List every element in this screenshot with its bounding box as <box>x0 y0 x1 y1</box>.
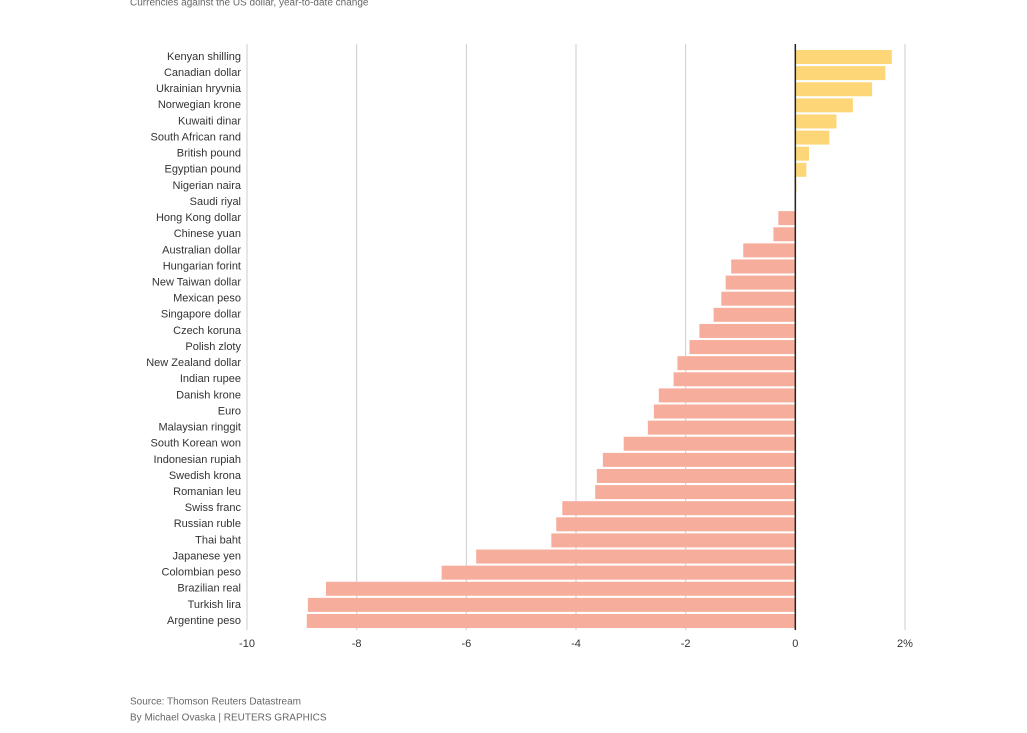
y-tick-label: Colombian peso <box>162 567 242 579</box>
bar <box>795 50 892 64</box>
bar <box>658 388 796 403</box>
bar <box>556 517 796 532</box>
y-tick-label: Brazilian real <box>177 583 241 595</box>
y-tick-label: Egyptian pound <box>165 164 241 176</box>
y-tick-label: Canadian dollar <box>164 67 241 79</box>
bar <box>778 211 796 226</box>
bar <box>307 597 796 612</box>
x-tick-label: -4 <box>571 638 581 650</box>
y-tick-label: New Zealand dollar <box>146 357 241 369</box>
x-tick-label: 0 <box>792 638 798 650</box>
x-tick-label: 2% <box>897 638 913 650</box>
y-tick-label: Nigerian naira <box>173 180 242 192</box>
bar <box>306 614 796 628</box>
bar <box>795 66 886 81</box>
bar <box>476 549 796 564</box>
bar <box>325 581 796 596</box>
y-tick-label: Danish krone <box>176 389 241 401</box>
y-tick-label: Indonesian rupiah <box>154 454 241 466</box>
y-tick-label: Singapore dollar <box>161 309 241 321</box>
y-tick-label: Argentine peso <box>167 615 241 627</box>
bar <box>713 307 796 322</box>
chart-subtitle: Currencies against the US dollar, year-t… <box>130 0 369 9</box>
bar <box>773 227 796 242</box>
y-tick-label: Ukrainian hryvnia <box>156 83 242 95</box>
x-tick-label: -10 <box>239 638 255 650</box>
y-tick-label: Thai baht <box>195 534 241 546</box>
bar <box>743 243 796 258</box>
y-tick-label: Japanese yen <box>173 550 242 562</box>
y-tick-label: Swedish krona <box>169 470 242 482</box>
bar <box>731 259 796 274</box>
bar <box>699 323 796 338</box>
y-tick-label: Hungarian forint <box>163 260 241 272</box>
y-tick-label: Kuwaiti dinar <box>178 115 241 127</box>
y-tick-label: British pound <box>177 148 241 160</box>
bar <box>677 356 796 371</box>
bar <box>551 533 796 548</box>
bar <box>689 340 796 355</box>
bar <box>795 82 873 97</box>
source: Source: Thomson Reuters Datastream <box>130 697 301 708</box>
y-tick-label: Saudi riyal <box>190 196 241 208</box>
bar <box>647 420 796 435</box>
bar <box>795 114 837 129</box>
x-tick-label: -8 <box>352 638 362 650</box>
y-tick-label: Polish zloty <box>185 341 241 353</box>
bar <box>725 275 796 290</box>
bar <box>795 98 853 113</box>
y-tick-label: Chinese yuan <box>174 228 241 240</box>
y-tick-label: Kenyan shilling <box>167 51 241 63</box>
bar <box>795 146 810 161</box>
bar <box>595 485 796 500</box>
x-tick-label: -6 <box>461 638 471 650</box>
y-tick-label: Australian dollar <box>162 244 241 256</box>
y-tick-label: South African rand <box>150 131 241 143</box>
y-tick-label: Indian rupee <box>180 373 241 385</box>
y-tick-label: Mexican peso <box>173 293 241 305</box>
x-tick-label: -2 <box>681 638 691 650</box>
bar <box>653 404 796 419</box>
bar <box>441 565 796 580</box>
bar <box>596 468 796 483</box>
byline: By Michael Ovaska | REUTERS GRAPHICS <box>130 713 327 724</box>
y-tick-label: New Taiwan dollar <box>152 277 241 289</box>
y-tick-label: Euro <box>218 405 241 417</box>
bar <box>673 372 796 387</box>
y-tick-label: Romanian leu <box>173 486 241 498</box>
bar <box>562 501 796 516</box>
y-tick-label: Hong Kong dollar <box>156 212 241 224</box>
bar <box>795 130 830 145</box>
y-tick-label: Turkish lira <box>188 599 242 611</box>
y-tick-label: Russian ruble <box>174 518 241 530</box>
y-tick-label: Malaysian ringgit <box>158 422 241 434</box>
bar <box>602 452 796 467</box>
y-tick-label: Czech koruna <box>173 325 242 337</box>
bar <box>721 291 796 306</box>
y-tick-label: Norwegian krone <box>158 99 241 111</box>
y-tick-label: Swiss franc <box>185 502 242 514</box>
y-tick-label: South Korean won <box>150 438 241 450</box>
bar <box>623 436 796 451</box>
bar <box>795 162 807 177</box>
